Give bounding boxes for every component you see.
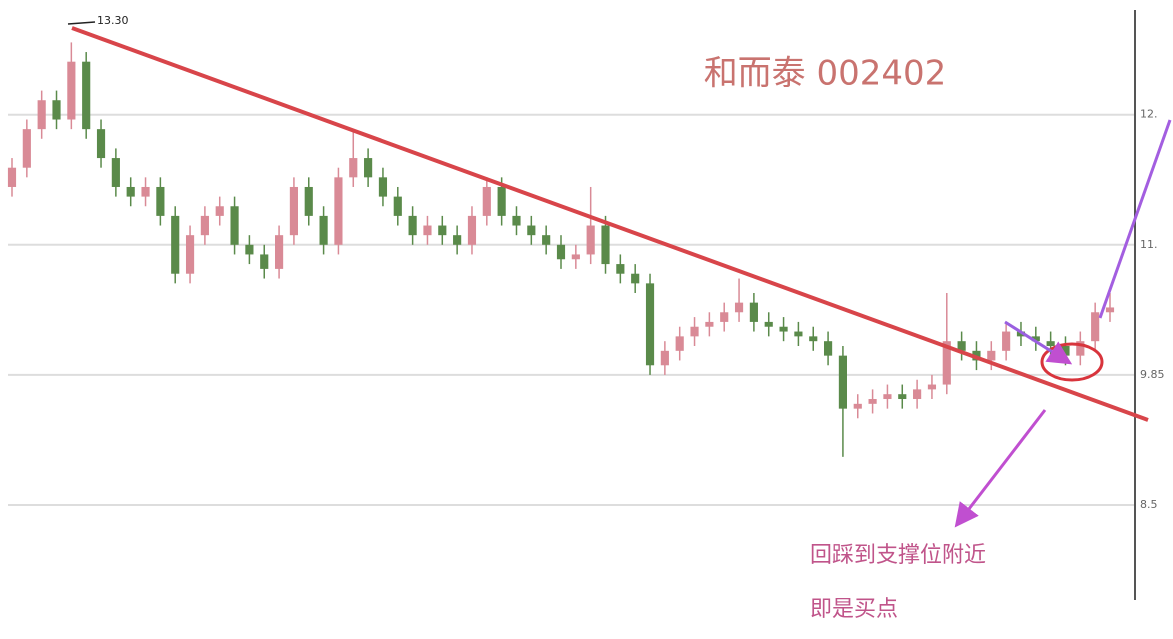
candle-body	[601, 225, 610, 265]
chart-title: 和而泰 002402	[704, 54, 947, 94]
candle-body	[853, 403, 862, 409]
candle-body	[7, 167, 17, 187]
candle-body	[512, 215, 521, 226]
candles	[7, 42, 1115, 457]
candle-body	[898, 394, 907, 400]
candle-body	[838, 355, 847, 409]
candle-body	[289, 186, 298, 236]
candle-body	[705, 321, 714, 327]
candle-body	[378, 177, 388, 197]
annotation: 即是买点	[810, 597, 898, 622]
candle-body	[764, 321, 773, 327]
candle-body	[141, 186, 150, 197]
candle-body	[393, 196, 402, 216]
candle-body	[749, 302, 758, 322]
candle-body	[957, 341, 966, 351]
candle-body	[185, 235, 195, 274]
candle-body	[37, 100, 46, 130]
candle-body	[1031, 336, 1040, 342]
candle-body	[453, 235, 462, 245]
candle-body	[22, 129, 31, 168]
candle-body	[586, 225, 595, 255]
candle-body	[868, 399, 877, 404]
candle-body	[482, 186, 491, 216]
candle-body	[1046, 341, 1055, 347]
y-tick-label: 11.	[1140, 238, 1158, 251]
candle-body	[927, 384, 937, 390]
candle-body	[794, 331, 803, 337]
peak-pointer	[67, 21, 96, 25]
candle-body	[215, 206, 224, 216]
candle-body	[245, 244, 254, 255]
candle-body	[809, 336, 818, 342]
annotation: 回踩到支撑位附近	[810, 543, 986, 568]
candle-body	[260, 254, 269, 269]
candle-body	[1091, 312, 1100, 342]
candle-body	[942, 341, 951, 385]
candle-body	[734, 302, 744, 313]
candle-body	[660, 350, 669, 366]
candle-body	[438, 225, 447, 236]
trend-line	[71, 26, 1149, 422]
candle-body	[571, 254, 580, 260]
candle-body	[913, 389, 922, 400]
arrow	[954, 409, 1047, 528]
candle-body	[52, 100, 61, 120]
arrow	[1098, 119, 1172, 319]
candle-body	[230, 206, 239, 245]
candle-body	[319, 215, 328, 245]
candle-body	[883, 394, 892, 400]
candle-body	[645, 283, 655, 366]
candle-body	[334, 177, 343, 245]
candle-body	[111, 158, 120, 187]
arrow	[1004, 320, 1073, 365]
candle-body	[556, 244, 566, 260]
y-tick-label: 12.	[1140, 108, 1158, 121]
grid: 12. 11. 9.85 8.5	[8, 108, 1165, 511]
candle-body	[171, 215, 180, 274]
candle-body	[467, 215, 477, 245]
candle-body	[720, 312, 729, 322]
candle-body	[82, 61, 91, 130]
candle-body	[779, 326, 788, 332]
candle-body	[364, 158, 373, 178]
y-tick-label: 9.85	[1140, 368, 1165, 381]
candle-body	[1016, 331, 1026, 337]
candle-body	[527, 225, 536, 236]
candle-body	[675, 336, 684, 351]
candle-body	[408, 215, 417, 236]
candle-body	[987, 350, 996, 361]
candle-body	[200, 215, 209, 236]
candle-body	[96, 129, 106, 159]
candle-body	[497, 186, 506, 216]
candle-body	[631, 273, 640, 284]
candle-body	[616, 264, 625, 274]
candle-body	[126, 186, 135, 197]
candle-body	[542, 235, 551, 245]
candle-body	[1076, 341, 1085, 356]
candle-body	[1002, 331, 1011, 351]
peak-label: 13.30	[97, 14, 129, 27]
candle-body	[156, 186, 165, 216]
candle-body	[1105, 307, 1115, 313]
candle-body	[67, 61, 76, 120]
candle-body	[275, 235, 284, 269]
candle-body	[1061, 346, 1070, 356]
candle-body	[349, 158, 358, 178]
candle-body	[423, 225, 432, 236]
candle-body	[690, 326, 699, 337]
y-tick-label: 8.5	[1140, 498, 1158, 511]
candle-body	[304, 186, 313, 216]
candle-body	[824, 341, 833, 356]
